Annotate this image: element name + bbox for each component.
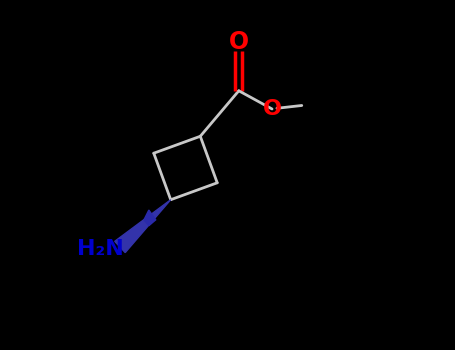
Polygon shape (115, 200, 171, 253)
Text: O: O (229, 30, 249, 54)
Text: H₂N: H₂N (77, 239, 124, 259)
Text: O: O (263, 99, 282, 119)
Polygon shape (144, 210, 156, 226)
